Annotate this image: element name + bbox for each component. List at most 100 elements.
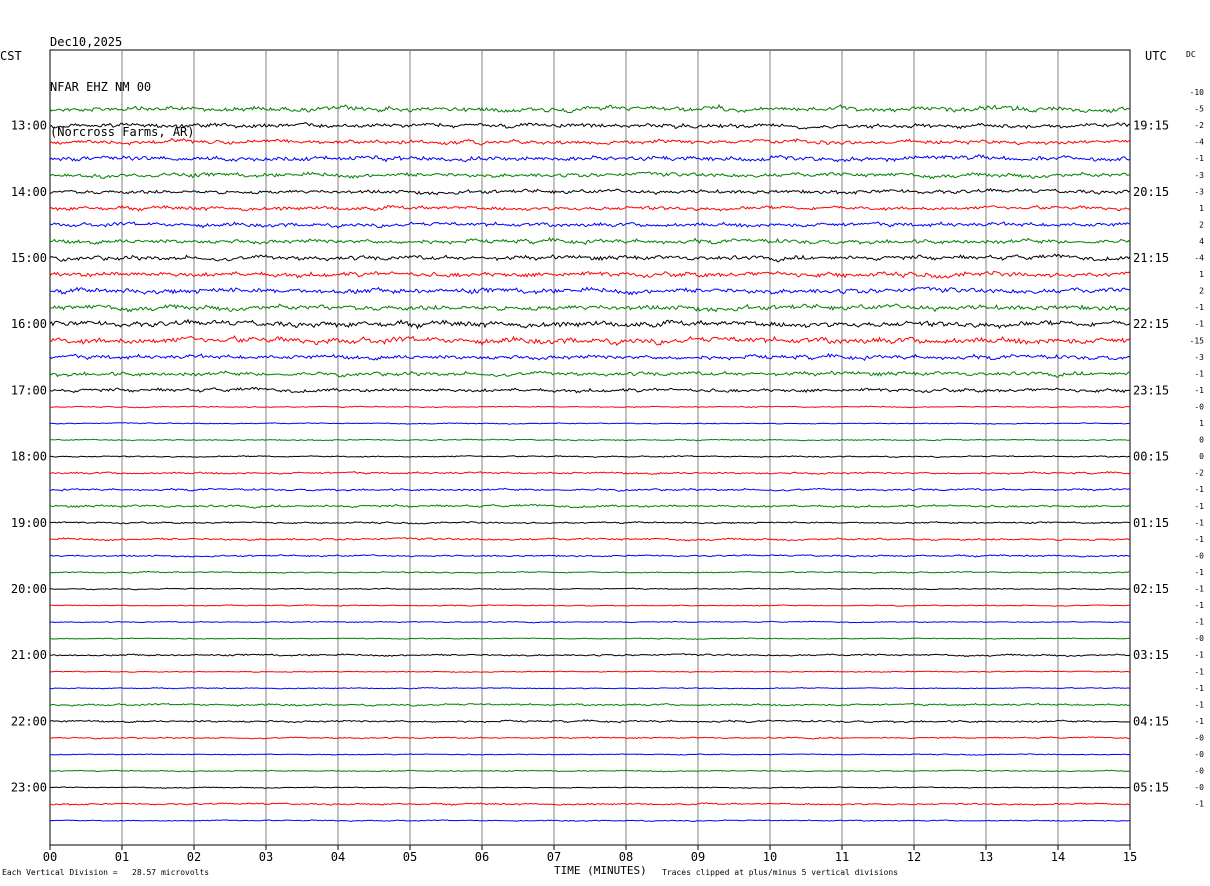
seismic-trace [50,537,1131,542]
x-tick-label: 00 [43,850,57,864]
seismic-trace [49,122,1131,130]
seismic-trace [50,819,1131,823]
utc-hour-label: 23:15 [1133,383,1169,397]
utc-hour-label: 20:15 [1133,185,1169,199]
seismic-trace [49,352,1131,362]
dc-offset-label: -0 [1194,402,1204,411]
seismic-trace [49,154,1131,163]
x-tick-label: 06 [475,850,489,864]
seismic-trace [49,171,1131,180]
seismic-trace [49,769,1131,773]
seismic-trace [49,204,1131,212]
dc-offset-label: -0 [1194,733,1204,742]
seismic-trace [49,719,1131,724]
seismic-trace [49,487,1131,492]
cst-hour-label: 18:00 [11,450,47,464]
seismic-trace [49,270,1131,279]
dc-offset-label: -4 [1194,138,1204,147]
dc-offset-label: 1 [1199,204,1204,213]
seismic-trace [49,620,1131,624]
cst-hour-label: 21:00 [11,648,47,662]
clip-note: Traces clipped at plus/minus 5 vertical … [662,868,899,877]
utc-hour-label: 05:15 [1133,781,1169,795]
x-tick-label: 02 [187,850,201,864]
dc-offset-label: -15 [1190,336,1205,345]
cst-hour-label: 16:00 [11,317,47,331]
dc-offset-label: -1 [1194,535,1204,544]
dc-offset-label: -1 [1194,717,1204,726]
seismic-trace [50,236,1131,246]
seismic-trace [49,786,1131,789]
seismic-trace [49,103,1131,114]
x-tick-label: 14 [1051,850,1065,864]
dc-offset-label: -3 [1194,187,1204,196]
seismic-trace [49,370,1131,378]
plot-frame [49,49,1131,846]
dc-offset-label: -3 [1194,171,1204,180]
dc-offset-label: -1 [1194,518,1204,527]
dc-offset-label: -1 [1194,601,1204,610]
seismic-trace [49,653,1131,658]
seismic-trace [49,670,1131,673]
dc-offset-label: -3 [1194,353,1204,362]
cst-hour-label: 14:00 [11,185,47,199]
utc-hour-label: 00:15 [1133,450,1169,464]
cst-hour-label: 19:00 [11,516,47,530]
dc-label: DC [1186,50,1196,59]
seismic-trace [49,335,1131,347]
dc-offset-label: 1 [1199,270,1204,279]
x-tick-label: 03 [259,850,273,864]
seismic-trace [49,702,1131,707]
seismic-trace [49,521,1131,525]
utc-hour-label: 21:15 [1133,251,1169,265]
traces [49,103,1131,823]
cst-hour-label: 17:00 [11,383,47,397]
dc-offset-label: -1 [1194,386,1204,395]
x-tick-label: 13 [979,850,993,864]
utc-hour-label: 04:15 [1133,714,1169,728]
x-tick-label: 07 [547,850,561,864]
dc-offset-label: -0 [1194,750,1204,759]
dc-offset-label: 2 [1199,287,1204,296]
x-tick-label: 10 [763,850,777,864]
minute-grid [121,50,1059,845]
location-label: (Norcross Farms, AR) [50,125,195,139]
x-tick-label: 11 [835,850,849,864]
dc-offset-label: -1 [1194,369,1204,378]
dc-offset-label: -0 [1194,767,1204,776]
left-hour-labels: 13:00 14:00 15:00 16:00 17:00 18:00 19:00 20:00… [11,119,47,795]
seismic-trace [49,736,1130,740]
left-timezone-label: CST [0,49,22,63]
seismic-trace [49,802,1131,806]
seismic-trace [49,455,1131,459]
dc-offset-label: -1 [1194,700,1204,709]
dc-offset-label: -1 [1194,502,1204,511]
dc-offset-label: -1 [1194,320,1204,329]
dc-offset-label: -0 [1194,634,1204,643]
dc-offset-label: -1 [1194,303,1204,312]
utc-hour-label: 19:15 [1133,119,1169,133]
dc-offset-labels: -10 -5 -2 -4 -1 -3 -3 1 2 4 -4 1 2 -1 -1 -15 -3 -1 -1 -0 1 0 0… [1190,88,1205,809]
dc-offset-label: 1 [1199,419,1204,428]
dc-offset-label: 2 [1199,220,1204,229]
seismic-trace [49,686,1131,690]
x-tick-label: 08 [619,850,633,864]
seismic-trace [49,753,1131,756]
seismic-trace [49,503,1131,509]
dc-offset-label: -1 [1194,568,1204,577]
seismic-trace [49,405,1131,409]
dc-offset-label: -10 [1190,88,1205,97]
seismic-trace [49,438,1131,442]
dc-offset-label: -2 [1194,469,1204,478]
dc-offset-label: -1 [1194,651,1204,660]
dc-offset-label: -1 [1194,585,1204,594]
utc-hour-label: 03:15 [1133,648,1169,662]
utc-hour-label: 02:15 [1133,582,1169,596]
dc-offset-label: -1 [1194,154,1204,163]
cst-hour-label: 23:00 [11,781,47,795]
x-tick-label: 12 [907,850,921,864]
seismic-trace [49,570,1131,574]
dc-offset-label: -2 [1194,121,1204,130]
seismic-trace [50,187,1131,196]
